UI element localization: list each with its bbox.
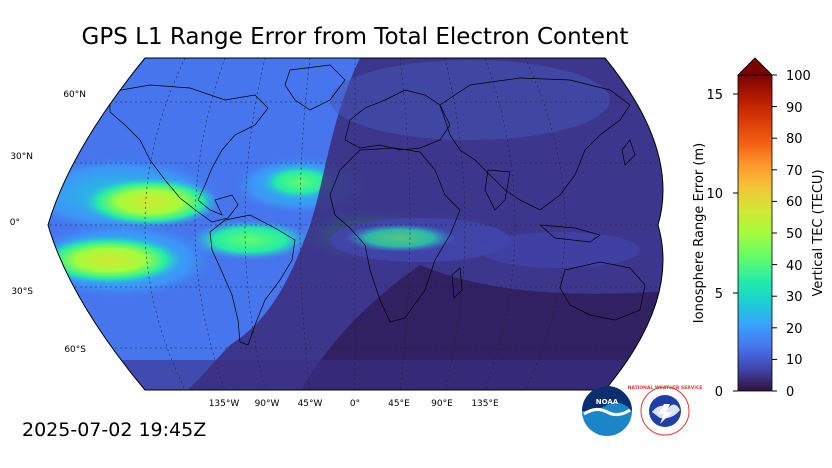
- right-tick-80: 80: [786, 132, 803, 147]
- colorbar: 0 5 10 15 0 10 20 30 40 50 60 70 80 90 1…: [692, 57, 826, 400]
- lon-label-90e: 90°E: [431, 399, 453, 409]
- nws-logo: NATIONAL WEATHER SERVICE: [628, 384, 703, 438]
- right-tick-40: 40: [786, 259, 803, 274]
- right-tick-0: 0: [786, 385, 794, 400]
- lat-label-60s: 60°S: [64, 345, 86, 355]
- left-tick-5: 5: [715, 287, 723, 302]
- coastlines: [109, 64, 646, 346]
- indonesia-outline: [538, 224, 601, 243]
- japan-outline: [621, 139, 636, 166]
- lon-label-135w: 135°W: [209, 399, 240, 409]
- lon-label-45w: 45°W: [298, 399, 323, 409]
- graticule: [48, 58, 663, 390]
- map-title: GPS L1 Range Error from Total Electron C…: [81, 24, 629, 50]
- madagascar-outline: [451, 267, 463, 299]
- right-tick-70: 70: [786, 164, 803, 179]
- left-tick-0: 0: [715, 385, 723, 400]
- colorbar-gradient: [737, 74, 773, 392]
- right-tick-20: 20: [786, 322, 803, 337]
- left-axis-label: Ionosphere Range Error (m): [692, 143, 707, 323]
- north-america-outline: [109, 84, 269, 223]
- noaa-logo-text: NOAA: [596, 398, 619, 406]
- left-tick-15: 15: [706, 88, 723, 103]
- europe-outline: [344, 89, 451, 151]
- lon-label-135e: 135°E: [471, 399, 499, 409]
- tec-map: [48, 58, 663, 390]
- colorbar-right-ticks: [772, 74, 777, 392]
- lat-label-0: 0°: [10, 218, 20, 228]
- right-tick-90: 90: [786, 101, 803, 116]
- greenland-outline: [284, 64, 346, 111]
- australia-outline: [559, 261, 646, 321]
- noaa-logo: NOAA: [582, 386, 632, 436]
- nws-logo-text: NATIONAL WEATHER SERVICE: [628, 385, 703, 391]
- lat-label-30n: 30°N: [10, 152, 33, 162]
- colorbar-left-ticks: [733, 93, 738, 392]
- africa-outline: [329, 147, 461, 323]
- lon-label-90w: 90°W: [255, 399, 280, 409]
- right-tick-50: 50: [786, 227, 803, 242]
- timestamp: 2025-07-02 19:45Z: [22, 419, 207, 441]
- lat-label-30s: 30°S: [11, 287, 33, 297]
- right-tick-100: 100: [786, 69, 811, 84]
- south-america-outline: [209, 214, 296, 346]
- right-axis-label: Vertical TEC (TECU): [811, 169, 826, 296]
- lon-label-0: 0°: [350, 399, 360, 409]
- right-tick-30: 30: [786, 290, 803, 305]
- right-tick-60: 60: [786, 195, 803, 210]
- right-tick-10: 10: [786, 353, 803, 368]
- lat-label-60n: 60°N: [63, 90, 86, 100]
- india-outline: [484, 169, 511, 211]
- lon-label-45e: 45°E: [388, 399, 410, 409]
- left-tick-10: 10: [706, 187, 723, 202]
- colorbar-extend-arrow: [737, 57, 773, 76]
- asia-outline: [439, 77, 631, 211]
